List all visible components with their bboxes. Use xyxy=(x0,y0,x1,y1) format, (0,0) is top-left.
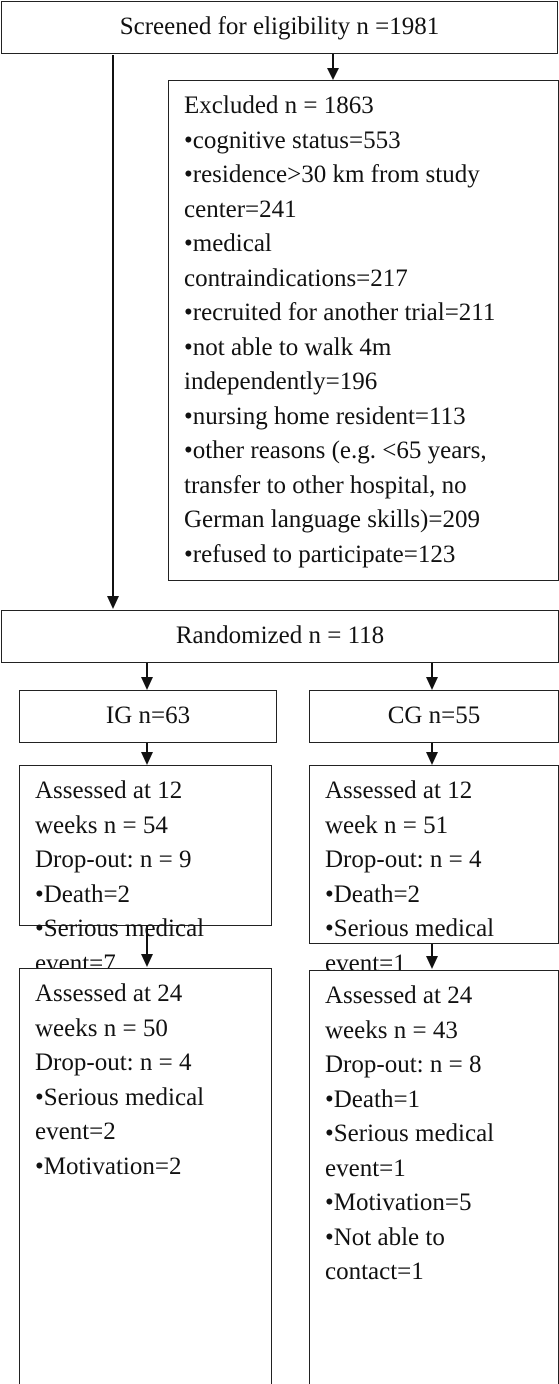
box-text: •recruited for another trial=211 xyxy=(184,299,496,326)
arrow xyxy=(426,943,438,969)
box-text: contraindications=217 xyxy=(184,264,408,292)
box-text: Drop-out: n = 9 xyxy=(35,846,192,873)
box-text: center=241 xyxy=(184,195,297,223)
flow-box: Assessed at 12 week n = 51 Drop-out: n = 4… xyxy=(309,765,559,1011)
box-text: event=2 xyxy=(35,1118,116,1145)
box-text: •Motivation=5 xyxy=(325,1189,472,1216)
box-text: Assessed at 24 xyxy=(35,980,183,1007)
flow-box: Randomized n = 118 xyxy=(1,610,559,663)
box-text: •residence>30 km from study xyxy=(184,161,480,188)
box-text: •refused to participate=123 xyxy=(184,540,456,568)
box-text: weeks n = 43 xyxy=(325,1016,458,1044)
flow-box: Assessed at 12 weeks n = 54 Drop-out: n = … xyxy=(19,765,272,977)
box-text: •not able to walk 4m xyxy=(184,333,392,361)
box-text: •nursing home resident=113 xyxy=(184,402,466,430)
box-text: Assessed at 12 xyxy=(325,777,473,804)
box-text: Assessed at 24 xyxy=(325,982,473,1009)
box-text: •other reasons (e.g. <65 years, xyxy=(184,437,487,464)
box-text: transfer to other hospital, no xyxy=(184,471,467,499)
box-text: •Death=1 xyxy=(325,1085,421,1113)
box-text: •Not able to xyxy=(325,1223,445,1251)
box-text: Excluded n = 1863 xyxy=(184,92,374,119)
box-text: •Death=2 xyxy=(325,880,421,908)
box-text: event=1 xyxy=(325,1154,406,1182)
box-text: •Serious medical xyxy=(35,1083,205,1111)
flow-box: Screened for eligibility n =1981 xyxy=(1,1,558,54)
box-text: Drop-out: n = 4 xyxy=(325,846,482,873)
box-text: Screened for eligibility n =1981 xyxy=(119,13,440,41)
box-text: Assessed at 12 xyxy=(35,777,183,804)
box-text: German language skills)=209 xyxy=(184,506,480,533)
box-text: Drop-out: n = 8 xyxy=(325,1051,482,1078)
box-text: IG n=63 xyxy=(105,702,191,730)
box-text: •Death=2 xyxy=(35,880,131,908)
box-text: •Motivation=2 xyxy=(35,1152,182,1180)
arrow xyxy=(426,662,438,690)
flow-box: Assessed at 24 weeks n = 50 Drop-out: n = … xyxy=(19,968,272,1384)
box-text: •medical xyxy=(184,230,272,257)
box-text: contact=1 xyxy=(325,1258,424,1285)
flow-box: IG n=63 xyxy=(19,690,277,743)
box-text: weeks n = 54 xyxy=(35,811,168,839)
box-text: •Serious medical xyxy=(325,915,495,942)
box-text: •Serious medical xyxy=(325,1120,495,1147)
flow-box: CG n=55 xyxy=(309,690,559,743)
flow-box: Excluded n = 1863 •cognitive status=553 •r… xyxy=(168,80,559,581)
arrow xyxy=(141,662,153,690)
arrow xyxy=(107,55,119,609)
box-text: CG n=55 xyxy=(387,702,481,730)
box-text: week n = 51 xyxy=(325,811,449,839)
box-text: independently=196 xyxy=(184,368,378,395)
arrow xyxy=(141,742,153,765)
arrow xyxy=(426,742,438,765)
flow-box: Assessed at 24 weeks n = 43 Drop-out: n = … xyxy=(309,970,559,1384)
box-text: Randomized n = 118 xyxy=(175,622,385,650)
box-text: •Serious medical xyxy=(35,915,205,942)
arrow xyxy=(327,53,339,80)
box-text: weeks n = 50 xyxy=(35,1014,168,1042)
arrow xyxy=(141,925,153,967)
box-text: Drop-out: n = 4 xyxy=(35,1049,192,1076)
box-text: •cognitive status=553 xyxy=(184,126,401,154)
